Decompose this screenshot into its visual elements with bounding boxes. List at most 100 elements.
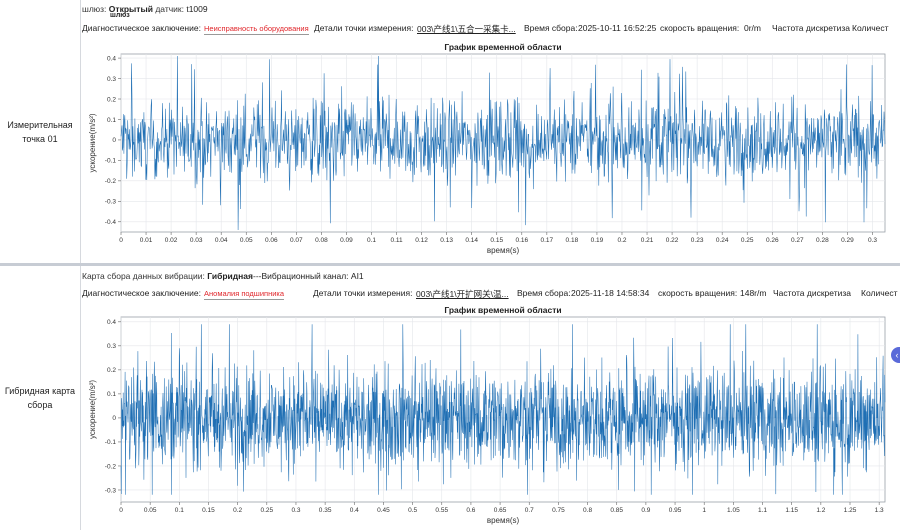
panel-2-sidebar: Гибридная карта сбора [0, 266, 81, 530]
point-value[interactable]: 003\产线1\开扩网关\温... [416, 289, 509, 299]
x-tick-label: 1.15 [785, 507, 798, 514]
x-tick-label: 1 [702, 507, 706, 514]
diag-value[interactable]: Аномалия подшипника [204, 289, 285, 300]
signal-series-line [120, 55, 886, 231]
x-tick-label: 0.28 [816, 237, 829, 244]
speed-value: 0r/m [744, 23, 761, 33]
x-tick-label: 0.12 [415, 237, 428, 244]
count-label: Количест [852, 23, 889, 33]
x-tick-label: 0.24 [716, 237, 729, 244]
y-tick-label: -0.1 [105, 439, 117, 446]
time-label: Время сбора: [524, 23, 578, 33]
panel-1-sidebar: Измерительная точка 01 [0, 0, 81, 263]
y-axis-label: ускорение(m/s²) [88, 113, 97, 172]
x-tick-label: 0.04 [215, 237, 228, 244]
x-tick-label: 0.55 [435, 507, 448, 514]
x-tick-label: 0.4 [350, 507, 359, 514]
panel-1-header: шлюз: Открытый датчик: t1009 [82, 4, 900, 14]
point-label: Детали точки измерения: [314, 23, 414, 33]
y-tick-label: -0.4 [105, 219, 117, 226]
freq-label: Частота дискретиза [772, 23, 850, 33]
sensor-label: датчик: [155, 4, 184, 14]
chart-title: График временной области [444, 42, 561, 52]
x-tick-label: 0.85 [610, 507, 623, 514]
x-tick-label: 0.25 [741, 237, 754, 244]
x-tick-label: 0 [119, 237, 123, 244]
map-label: Карта сбора данных вибрации: [82, 271, 205, 281]
count-label: Количест [861, 288, 898, 298]
x-tick-label: 0.1 [175, 507, 184, 514]
y-tick-label: 0.2 [107, 367, 116, 374]
panel-divider [0, 263, 900, 266]
x-tick-label: 0.13 [440, 237, 453, 244]
x-tick-label: 1.2 [816, 507, 825, 514]
collapse-panel-button[interactable]: ‹ [891, 347, 900, 363]
x-tick-label: 1.25 [844, 507, 857, 514]
x-tick-label: 0.02 [165, 237, 178, 244]
x-tick-label: 0.23 [691, 237, 704, 244]
x-tick-label: 0.18 [566, 237, 579, 244]
measurement-panel-2: Гибридная карта сбора Карта сбора данных… [0, 266, 900, 530]
y-tick-label: 0.1 [107, 117, 116, 124]
y-tick-label: 0 [112, 137, 116, 144]
gateway-value: Открытый [108, 4, 153, 14]
time-value: 2025-11-18 14:58:34 [571, 288, 650, 298]
x-tick-label: 0.15 [490, 237, 503, 244]
map-value: Гибридная [207, 271, 253, 281]
x-tick-label: 0.19 [591, 237, 604, 244]
x-tick-label: 0.2 [617, 237, 626, 244]
x-tick-label: 0.01 [140, 237, 153, 244]
x-tick-label: 0.2 [233, 507, 242, 514]
channel-text: ---Вибрационный канал: AI1 [252, 271, 364, 281]
gateway-sub-label: шлюз [110, 12, 130, 19]
x-tick-label: 1.05 [727, 507, 740, 514]
x-tick-label: 0.27 [791, 237, 804, 244]
x-tick-label: 0.16 [515, 237, 528, 244]
diag-label: Диагностическое заключение: [82, 288, 201, 298]
y-tick-label: -0.1 [105, 158, 117, 165]
x-tick-label: 0.65 [494, 507, 507, 514]
point-value[interactable]: 003\产线1\五合一采集卡... [417, 24, 516, 34]
time-domain-chart-2[interactable]: График временной области 0 0.05 0.1 0.15 0.2 0… [80, 302, 895, 530]
x-tick-label: 0.25 [260, 507, 273, 514]
measurement-panel-1: Измерительная точка 01 шлюз: Открытый да… [0, 0, 900, 263]
x-tick-label: 0.07 [290, 237, 303, 244]
x-tick-label: 0.8 [583, 507, 592, 514]
x-axis-label: время(s) [487, 246, 520, 255]
x-tick-label: 0.03 [190, 237, 203, 244]
y-tick-label: 0.2 [107, 96, 116, 103]
x-tick-label: 0 [119, 507, 123, 514]
x-tick-label: 1.1 [758, 507, 767, 514]
speed-label: скорость вращения: [658, 288, 738, 298]
point-label: Детали точки измерения: [313, 288, 413, 298]
time-value: 2025-10-11 16:52:25 [578, 23, 657, 33]
panel-2-header: Карта сбора данных вибрации: Гибридная--… [82, 271, 900, 281]
y-tick-label: 0.3 [107, 343, 116, 350]
y-tick-label: -0.3 [105, 487, 117, 494]
x-tick-label: 0.35 [319, 507, 332, 514]
y-tick-label: 0.1 [107, 391, 116, 398]
y-tick-label: -0.3 [105, 199, 117, 206]
panel-1-side-label: Измерительная точка 01 [7, 119, 73, 144]
time-label: Время сбора: [517, 288, 571, 298]
x-tick-label: 0.08 [315, 237, 328, 244]
x-tick-label: 0.9 [641, 507, 650, 514]
x-tick-label: 0.15 [202, 507, 215, 514]
x-tick-label: 0.5 [408, 507, 417, 514]
x-tick-label: 0.75 [552, 507, 565, 514]
x-tick-label: 0.6 [466, 507, 475, 514]
time-domain-chart-1[interactable]: График временной области 0 0.01 0.02 0.03 0.0… [80, 38, 895, 263]
diag-value[interactable]: Неисправность оборудования [204, 24, 309, 35]
gateway-label: шлюз: [82, 4, 107, 14]
x-tick-label: 0.11 [390, 237, 403, 244]
x-tick-label: 0.45 [377, 507, 390, 514]
y-tick-label: 0.4 [107, 55, 116, 62]
diag-label: Диагностическое заключение: [82, 23, 201, 33]
x-tick-label: 0.06 [265, 237, 278, 244]
speed-label: скорость вращения: [660, 23, 740, 33]
sensor-value: t1009 [186, 4, 208, 14]
x-tick-label: 0.21 [641, 237, 654, 244]
y-tick-label: 0 [112, 415, 116, 422]
x-tick-label: 0.95 [669, 507, 682, 514]
freq-label: Частота дискретиза [773, 288, 851, 298]
